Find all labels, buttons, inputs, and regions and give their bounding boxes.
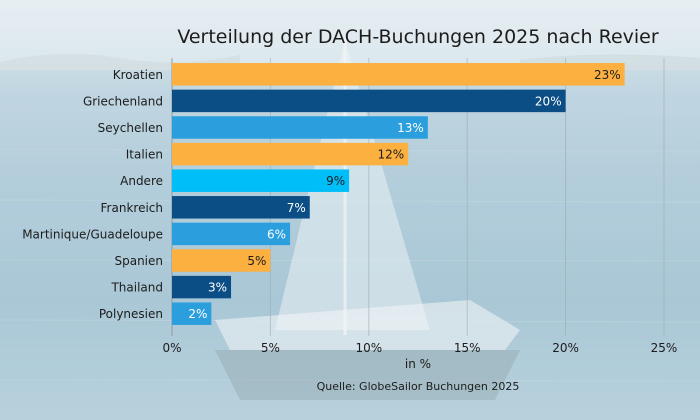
category-label: Spanien [114,254,163,268]
x-axis-ticks: 0% 5% 10% 15% 20% 25% [162,341,677,355]
chart-title: Verteilung der DACH-Buchungen 2025 nach … [177,26,659,48]
x-tick-label: 5% [261,341,280,355]
category-labels: Kroatien Griechenland Seychellen Italien And… [22,68,163,321]
category-label: Frankreich [101,201,163,215]
x-tick-label: 25% [651,341,678,355]
bar-value-label: 5% [247,254,266,268]
category-label: Polynesien [99,307,163,321]
bar [172,169,350,192]
category-label: Griechenland [83,94,163,108]
bar-value-label: 12% [377,148,404,162]
category-label: Kroatien [113,68,163,82]
bar-value-label: 6% [267,227,286,241]
bar [172,249,271,272]
bar [172,275,232,299]
bar-value-label: 7% [287,201,306,215]
category-label: Martinique/Guadeloupe [22,227,163,241]
bar [172,89,566,113]
bar [172,196,310,219]
x-tick-label: 15% [454,341,481,355]
bar [172,142,409,166]
source-note: Quelle: GlobeSailor Buchungen 2025 [317,380,520,393]
x-tick-label: 20% [552,341,579,355]
category-label: Andere [120,174,163,188]
category-label: Italien [126,148,163,162]
bar-value-label: 13% [397,121,424,135]
bar-value-label: 2% [188,307,207,321]
x-axis-label: in % [405,357,431,371]
bar-value-label: 9% [326,174,345,188]
category-label: Thailand [110,281,163,295]
bars: 23% 20% 13% 12% 9% 7%6%5% 3%2% [172,63,625,325]
bar-value-label: 20% [535,94,562,108]
x-tick-label: 0% [162,341,181,355]
bar [172,63,625,86]
bar [172,302,212,325]
category-label: Seychellen [98,121,163,135]
bar-value-label: 3% [208,281,227,295]
bar [172,222,291,246]
bar [172,116,428,139]
bar-value-label: 23% [594,68,621,82]
x-tick-label: 10% [355,341,382,355]
